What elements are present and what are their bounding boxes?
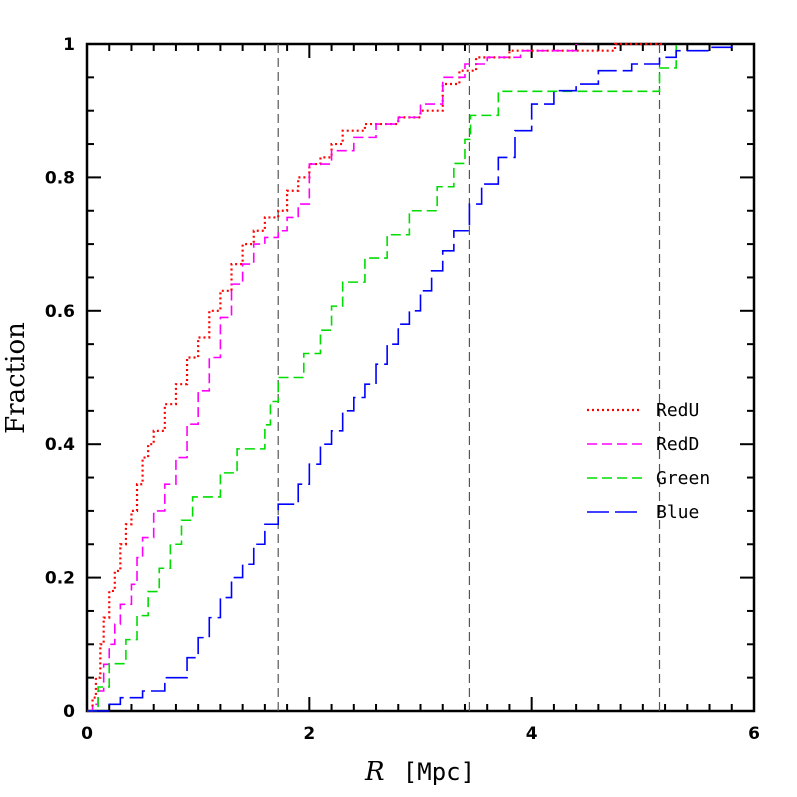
y-axis-title: Fraction [1, 322, 31, 434]
y-tick-label: 0.8 [45, 168, 75, 188]
legend-label-green: Green [656, 468, 710, 489]
legend-label-redu: RedU [656, 400, 699, 421]
x-tick-label: 6 [748, 724, 760, 744]
series-blue [87, 44, 733, 712]
x-axis-unit: [Mpc] [403, 758, 475, 786]
legend-label-redd: RedD [656, 434, 699, 455]
plot-border [85, 42, 756, 713]
y-tick-label: 0 [63, 702, 75, 722]
plot-frame [85, 42, 756, 713]
y-tick-label: 1 [63, 35, 75, 55]
y-tick-label: 0.6 [45, 302, 75, 322]
y-tick-label: 0.2 [45, 569, 75, 589]
series-lines [87, 42, 733, 713]
series-redd [87, 44, 577, 712]
x-axis-title: R [Mpc] [364, 757, 475, 787]
legend-label-blue: Blue [656, 502, 699, 523]
x-axis-symbol: R [364, 757, 385, 787]
legend: RedU RedD Green Blue [587, 400, 710, 523]
y-tick-label: 0.4 [45, 435, 75, 455]
tick-labels: 0 2 4 6 0 0.2 0.4 0.6 0.8 1 [45, 35, 760, 744]
x-tick-label: 0 [81, 724, 93, 744]
series-green [87, 44, 677, 712]
x-tick-label: 4 [526, 724, 538, 744]
x-tick-label: 2 [303, 724, 315, 744]
axis-ticks [86, 43, 755, 712]
